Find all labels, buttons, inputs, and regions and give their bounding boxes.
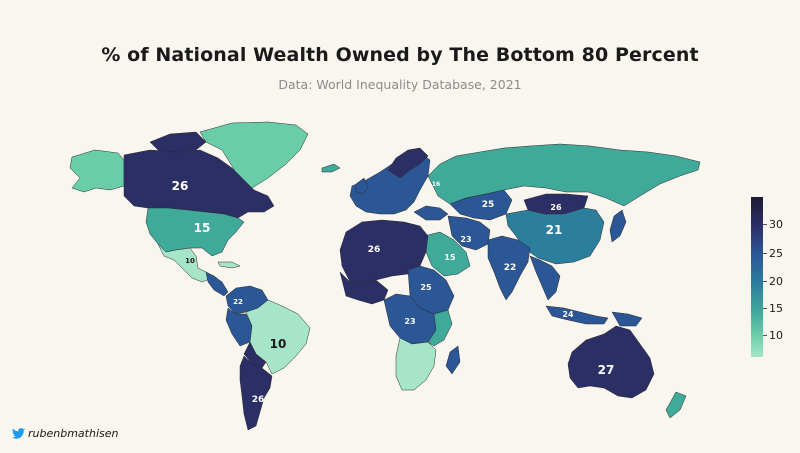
label-colombia: 22 (233, 298, 243, 306)
region-papua (611, 311, 643, 327)
region-central-america (205, 271, 229, 297)
world-choropleth-map: 26 15 10 22 10 26 16 25 26 21 22 15 23 2… (69, 121, 701, 431)
region-turkey (413, 205, 449, 221)
region-saudi-arabia (423, 231, 471, 277)
label-usa: 15 (194, 221, 211, 235)
legend-label-20: 20 (769, 275, 783, 288)
region-indonesia (545, 305, 609, 325)
label-saudi-arabia: 15 (444, 253, 456, 262)
region-east-africa (427, 309, 453, 347)
legend-tick-20 (763, 281, 767, 282)
map-subtitle: Data: World Inequality Database, 2021 (278, 77, 522, 92)
region-arctic-islands (149, 131, 207, 153)
label-canada: 26 (172, 179, 189, 193)
label-congo: 23 (404, 317, 415, 326)
label-argentina: 26 (252, 395, 265, 405)
region-southern-africa (395, 337, 437, 391)
region-west-africa (339, 271, 389, 305)
region-argentina (239, 355, 273, 431)
label-mexico: 10 (185, 257, 195, 265)
label-kazakhstan: 25 (482, 200, 495, 210)
twitter-bird-icon (12, 428, 25, 439)
region-se-asia (529, 255, 561, 301)
label-iran: 23 (460, 235, 471, 244)
label-north-africa: 26 (368, 245, 381, 255)
region-greenland (199, 121, 309, 189)
region-caribbean (217, 261, 241, 269)
region-new-zealand (665, 391, 687, 419)
author-credit[interactable]: rubenbmathisen (12, 427, 118, 440)
region-kazakhstan (449, 189, 513, 221)
region-alaska (69, 149, 125, 193)
legend-gradient-bar (751, 197, 763, 357)
legend-label-30: 30 (769, 218, 783, 231)
label-russia: 16 (432, 181, 440, 188)
label-brazil: 10 (270, 337, 287, 351)
map-title: % of National Wealth Owned by The Bottom… (101, 44, 699, 66)
legend-tick-10 (763, 335, 767, 336)
region-india (487, 235, 531, 301)
label-india: 22 (504, 263, 517, 273)
legend-label-10: 10 (769, 329, 783, 342)
region-australia (567, 325, 655, 399)
legend-tick-30 (763, 224, 767, 225)
label-mongolia: 26 (550, 203, 562, 212)
label-indonesia: 24 (562, 310, 574, 319)
country-value-labels: 26 15 10 22 10 26 16 25 26 21 22 15 23 2… (172, 179, 615, 405)
legend-tick-25 (763, 253, 767, 254)
region-scandinavia (387, 147, 429, 179)
region-japan (609, 209, 627, 243)
legend-label-15: 15 (769, 302, 783, 315)
legend-label-25: 25 (769, 247, 783, 260)
author-handle: rubenbmathisen (28, 427, 119, 440)
label-sudan: 25 (420, 283, 432, 292)
color-legend: 30 25 20 15 10 (751, 197, 791, 357)
region-madagascar (445, 345, 461, 375)
region-iceland (321, 163, 341, 173)
region-uk (355, 177, 369, 195)
label-china: 21 (546, 223, 563, 237)
label-australia: 27 (598, 363, 615, 377)
legend-tick-15 (763, 308, 767, 309)
